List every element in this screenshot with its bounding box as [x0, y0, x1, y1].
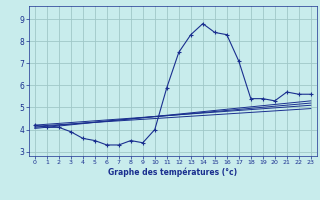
X-axis label: Graphe des températures (°c): Graphe des températures (°c)	[108, 168, 237, 177]
